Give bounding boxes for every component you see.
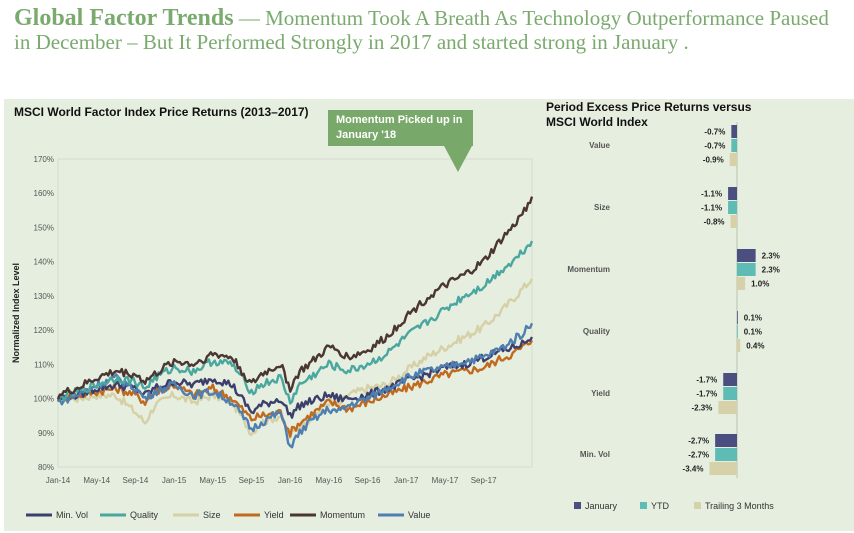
y-tick-label: 130% bbox=[34, 292, 54, 301]
legend-label-minvol: Min. Vol bbox=[56, 510, 88, 520]
bar-value-label: -2.7% bbox=[688, 437, 709, 446]
bar-value-label: -0.9% bbox=[703, 156, 724, 165]
x-tick-label: Sep-14 bbox=[122, 476, 148, 485]
x-tick-label: Jan-16 bbox=[278, 476, 303, 485]
x-tick-label: Jan-15 bbox=[162, 476, 187, 485]
bar-legend-swatch-trailing bbox=[694, 502, 701, 509]
x-tick-label: May-17 bbox=[432, 476, 459, 485]
x-tick-label: Sep-16 bbox=[355, 476, 381, 485]
callout-arrow bbox=[443, 144, 473, 172]
bar-value-label: -1.1% bbox=[701, 204, 722, 213]
x-tick-label: Sep-15 bbox=[239, 476, 265, 485]
legend-label-value: Value bbox=[408, 510, 430, 520]
headline: Global Factor Trends — Momentum Took A B… bbox=[14, 6, 844, 54]
bar-chart-title: Period Excess Price Returns versus MSCI … bbox=[546, 100, 752, 129]
bar-trailing bbox=[737, 339, 741, 352]
bar-value-label: 2.3% bbox=[762, 252, 780, 261]
bar-value-label: 0.1% bbox=[744, 328, 762, 337]
bar-ytd bbox=[731, 139, 737, 152]
bar-value-label: 1.0% bbox=[751, 280, 769, 289]
y-tick-label: 140% bbox=[34, 258, 54, 267]
bar-trailing bbox=[718, 401, 737, 414]
bar-ytd bbox=[715, 448, 737, 461]
headline-rest: — Momentum Took A Breath As Technology O… bbox=[14, 6, 829, 54]
bar-value-label: -0.7% bbox=[704, 128, 725, 137]
y-tick-label: 90% bbox=[38, 429, 54, 438]
plot-area bbox=[57, 158, 533, 468]
y-tick-label: 120% bbox=[34, 326, 54, 335]
y-axis-label: Normalized Index Level bbox=[11, 263, 21, 363]
bar-legend-label-january: January bbox=[585, 501, 618, 511]
y-tick-label: 110% bbox=[34, 360, 54, 369]
bar-value-label: 2.3% bbox=[762, 266, 780, 275]
bar-value-label: -3.4% bbox=[683, 465, 704, 474]
bar-january bbox=[728, 187, 737, 200]
bar-value-label: -2.7% bbox=[688, 451, 709, 460]
bar-legend-swatch-january bbox=[574, 502, 581, 509]
y-tick-label: 160% bbox=[34, 189, 54, 198]
legend-label-yield: Yield bbox=[264, 510, 284, 520]
callout-box: Momentum Picked up in January '18 bbox=[328, 110, 473, 146]
category-label: Quality bbox=[583, 327, 611, 336]
chart-panel bbox=[4, 99, 854, 531]
category-label: Min. Vol bbox=[580, 450, 610, 459]
bar-value-label: -0.8% bbox=[704, 218, 725, 227]
bar-trailing bbox=[730, 215, 737, 228]
y-tick-label: 80% bbox=[38, 463, 54, 472]
line-chart-title: MSCI World Factor Index Price Returns (2… bbox=[14, 105, 309, 119]
legend-label-size: Size bbox=[203, 510, 221, 520]
category-label: Value bbox=[589, 141, 610, 150]
series-line-yield bbox=[56, 339, 534, 438]
bar-january bbox=[737, 249, 756, 262]
bar-trailing bbox=[737, 277, 746, 290]
bar-ytd bbox=[737, 263, 756, 276]
bar-trailing bbox=[729, 153, 737, 166]
series-line-momentum bbox=[56, 196, 534, 400]
bar-value-label: 0.4% bbox=[746, 342, 764, 351]
bar-legend-label-ytd: YTD bbox=[651, 501, 670, 511]
y-tick-label: 170% bbox=[34, 155, 54, 164]
bar-ytd bbox=[728, 201, 737, 214]
bar-january bbox=[731, 125, 737, 138]
category-label: Momentum bbox=[567, 265, 610, 274]
bar-ytd bbox=[723, 387, 737, 400]
bar-january bbox=[737, 311, 738, 324]
bar-value-label: -2.3% bbox=[691, 404, 712, 413]
series-line-value bbox=[57, 322, 534, 449]
legend-label-quality: Quality bbox=[130, 510, 159, 520]
series-line-quality bbox=[57, 240, 534, 405]
bar-legend-swatch-ytd bbox=[640, 502, 647, 509]
x-tick-label: May-15 bbox=[199, 476, 226, 485]
bar-value-label: -1.7% bbox=[696, 376, 717, 385]
x-tick-label: Jan-17 bbox=[394, 476, 419, 485]
bar-ytd bbox=[737, 325, 738, 338]
bar-value-label: 0.1% bbox=[744, 314, 762, 323]
bar-january bbox=[723, 373, 737, 386]
bar-trailing bbox=[709, 462, 737, 475]
bar-value-label: -1.7% bbox=[696, 390, 717, 399]
category-label: Size bbox=[594, 203, 611, 212]
x-tick-label: Jan-14 bbox=[46, 476, 71, 485]
category-label: Yield bbox=[591, 389, 610, 398]
legend-label-momentum: Momentum bbox=[320, 510, 365, 520]
headline-bold: Global Factor Trends bbox=[14, 5, 234, 31]
bar-value-label: -1.1% bbox=[701, 190, 722, 199]
x-tick-label: Sep-17 bbox=[471, 476, 497, 485]
y-tick-label: 100% bbox=[34, 395, 54, 404]
bar-legend-label-trailing: Trailing 3 Months bbox=[705, 501, 774, 511]
x-tick-label: May-14 bbox=[83, 476, 110, 485]
x-tick-label: May-16 bbox=[316, 476, 343, 485]
bar-january bbox=[715, 434, 737, 447]
y-tick-label: 150% bbox=[34, 223, 54, 232]
bar-value-label: -0.7% bbox=[704, 142, 725, 151]
